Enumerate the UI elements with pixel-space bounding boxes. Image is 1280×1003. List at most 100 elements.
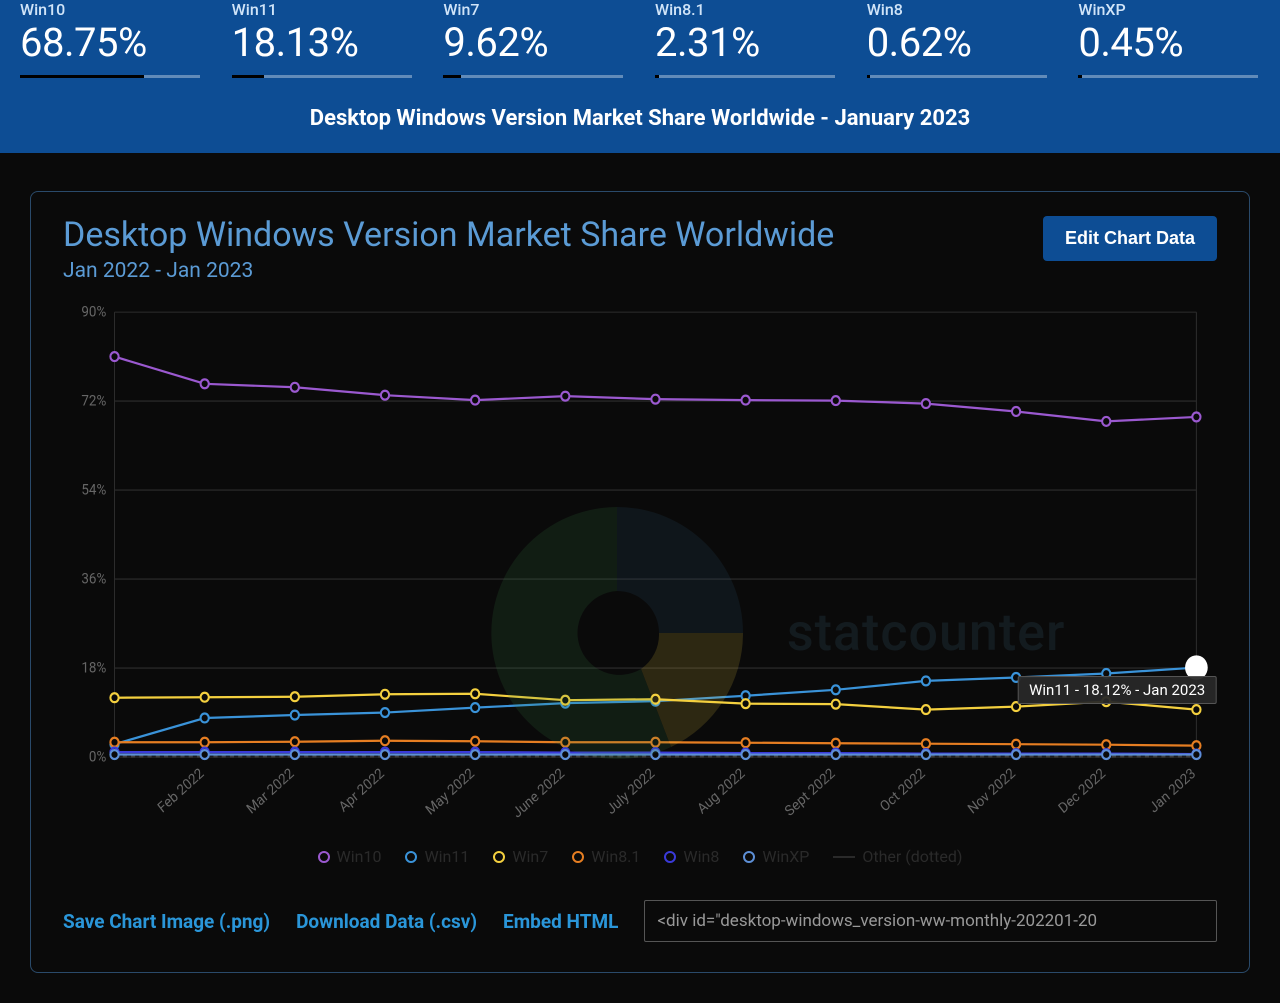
data-point[interactable] bbox=[381, 750, 389, 759]
legend-dot-icon bbox=[405, 851, 417, 863]
legend-label: Other (dotted) bbox=[862, 847, 962, 866]
data-point[interactable] bbox=[381, 736, 389, 745]
data-point[interactable] bbox=[561, 738, 569, 747]
data-point[interactable] bbox=[922, 399, 930, 408]
x-tick-label: Mar 2022 bbox=[244, 765, 298, 817]
stat-block[interactable]: Win1068.75% bbox=[20, 0, 202, 78]
data-point[interactable] bbox=[561, 392, 569, 401]
x-tick-label: Feb 2022 bbox=[155, 765, 207, 816]
legend-dot-icon bbox=[743, 851, 755, 863]
data-point[interactable] bbox=[1012, 407, 1020, 416]
stat-block[interactable]: WinXP0.45% bbox=[1078, 0, 1260, 78]
data-point[interactable] bbox=[651, 695, 659, 704]
x-tick-label: Jan 2023 bbox=[1146, 765, 1198, 816]
data-point[interactable] bbox=[381, 391, 389, 400]
data-point[interactable] bbox=[201, 714, 209, 723]
data-point[interactable] bbox=[832, 750, 840, 759]
x-tick-label: Aug 2022 bbox=[695, 765, 749, 817]
legend-dash-icon bbox=[833, 856, 855, 858]
data-point[interactable] bbox=[291, 383, 299, 392]
stat-bar bbox=[20, 75, 200, 78]
data-point[interactable] bbox=[561, 696, 569, 705]
data-point[interactable] bbox=[471, 703, 479, 712]
data-point[interactable] bbox=[922, 677, 930, 686]
data-point[interactable] bbox=[741, 699, 749, 708]
legend: Win10 Win11 Win7 Win8.1 Win8 WinXP Other (dott… bbox=[63, 847, 1217, 866]
data-point[interactable] bbox=[1012, 750, 1020, 759]
x-tick-label: June 2022 bbox=[510, 765, 568, 821]
chart-panel: Desktop Windows Version Market Share Wor… bbox=[30, 191, 1250, 973]
data-point[interactable] bbox=[110, 352, 118, 361]
data-point[interactable] bbox=[201, 738, 209, 747]
data-point[interactable] bbox=[1192, 413, 1200, 422]
data-point[interactable] bbox=[832, 700, 840, 709]
data-point[interactable] bbox=[922, 705, 930, 714]
legend-item[interactable]: Win11 bbox=[405, 847, 469, 866]
legend-item[interactable]: Win8.1 bbox=[572, 847, 640, 866]
data-point[interactable] bbox=[1102, 417, 1110, 426]
stat-bar bbox=[232, 75, 412, 78]
stat-value: 9.62% bbox=[443, 21, 625, 65]
data-point[interactable] bbox=[741, 738, 749, 747]
stat-bar bbox=[443, 75, 623, 78]
legend-item[interactable]: WinXP bbox=[743, 847, 809, 866]
embed-html-link[interactable]: Embed HTML bbox=[503, 910, 618, 933]
data-point[interactable] bbox=[201, 379, 209, 388]
legend-item[interactable]: Other (dotted) bbox=[833, 847, 962, 866]
data-point[interactable] bbox=[1102, 750, 1110, 759]
stat-block[interactable]: Win80.62% bbox=[867, 0, 1049, 78]
legend-item[interactable]: Win8 bbox=[664, 847, 719, 866]
chart-canvas[interactable]: 0%18%36%54%72%90%Feb 2022Mar 2022Apr 202… bbox=[63, 301, 1217, 835]
data-point[interactable] bbox=[922, 750, 930, 759]
data-point[interactable] bbox=[1192, 750, 1200, 759]
download-csv-link[interactable]: Download Data (.csv) bbox=[296, 910, 477, 933]
data-point[interactable] bbox=[651, 395, 659, 404]
main-area: Desktop Windows Version Market Share Wor… bbox=[0, 153, 1280, 1003]
data-point[interactable] bbox=[741, 750, 749, 759]
data-point[interactable] bbox=[471, 396, 479, 405]
data-point[interactable] bbox=[1012, 740, 1020, 749]
data-point[interactable] bbox=[381, 690, 389, 699]
edit-chart-data-button[interactable]: Edit Chart Data bbox=[1043, 216, 1217, 261]
data-point[interactable] bbox=[291, 711, 299, 720]
data-point[interactable] bbox=[561, 750, 569, 759]
x-tick-label: Sept 2022 bbox=[782, 765, 838, 820]
legend-dot-icon bbox=[572, 851, 584, 863]
stat-block[interactable]: Win8.12.31% bbox=[655, 0, 837, 78]
data-point[interactable] bbox=[922, 739, 930, 748]
data-point[interactable] bbox=[471, 737, 479, 746]
save-png-link[interactable]: Save Chart Image (.png) bbox=[63, 910, 270, 933]
data-point[interactable] bbox=[651, 750, 659, 759]
data-point[interactable] bbox=[471, 750, 479, 759]
x-tick-label: July 2022 bbox=[604, 765, 658, 818]
data-point[interactable] bbox=[291, 737, 299, 746]
stat-block[interactable]: Win79.62% bbox=[443, 0, 625, 78]
data-point[interactable] bbox=[832, 739, 840, 748]
data-point[interactable] bbox=[291, 692, 299, 701]
data-point[interactable] bbox=[832, 685, 840, 694]
data-point[interactable] bbox=[832, 396, 840, 405]
tooltip: Win11 - 18.12% - Jan 2023 bbox=[1018, 676, 1216, 704]
stat-value: 0.62% bbox=[867, 21, 1049, 65]
data-point[interactable] bbox=[651, 738, 659, 747]
data-point[interactable] bbox=[741, 396, 749, 405]
legend-item[interactable]: Win10 bbox=[318, 847, 382, 866]
data-point[interactable] bbox=[201, 693, 209, 702]
data-point[interactable] bbox=[1192, 705, 1200, 714]
stat-value: 0.45% bbox=[1078, 21, 1260, 65]
data-point[interactable] bbox=[471, 689, 479, 698]
legend-label: Win11 bbox=[424, 847, 469, 866]
data-point[interactable] bbox=[1102, 740, 1110, 749]
data-point[interactable] bbox=[110, 693, 118, 702]
legend-item[interactable]: Win7 bbox=[493, 847, 548, 866]
y-tick-label: 72% bbox=[81, 393, 106, 410]
data-point[interactable] bbox=[291, 750, 299, 759]
stat-label: Win11 bbox=[232, 0, 414, 19]
data-point[interactable] bbox=[381, 708, 389, 717]
embed-code-input[interactable] bbox=[644, 900, 1217, 942]
data-point[interactable] bbox=[110, 750, 118, 759]
stat-block[interactable]: Win1118.13% bbox=[232, 0, 414, 78]
data-point[interactable] bbox=[110, 738, 118, 747]
data-point[interactable] bbox=[201, 750, 209, 759]
stat-label: Win10 bbox=[20, 0, 202, 19]
